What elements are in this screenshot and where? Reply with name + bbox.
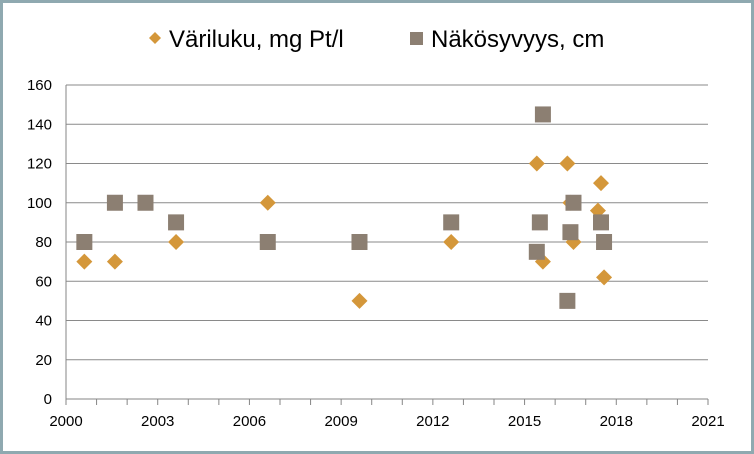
data-point-nakosyvyys [562, 224, 579, 241]
x-tick-label: 2018 [600, 413, 633, 430]
x-tick-label: 2021 [691, 413, 724, 430]
y-tick-label: 20 [35, 352, 52, 369]
data-point-nakosyvyys [534, 106, 551, 123]
y-tick-label: 80 [35, 234, 52, 251]
y-tick-label: 60 [35, 273, 52, 290]
y-tick-label: 100 [27, 195, 52, 212]
chart-area: 0 20 40 60 80 100 120 140 160 2000 2003 2006 2009 201… [3, 3, 751, 451]
data-point-nakosyvyys [168, 214, 185, 231]
legend-label-nakosyvyys: Näkösyvyys, cm [431, 26, 604, 53]
y-tick-label: 40 [35, 313, 52, 330]
data-point-nakosyvyys [443, 214, 460, 231]
x-tick-label: 2012 [416, 413, 449, 430]
data-point-variluku [593, 175, 609, 192]
data-point-nakosyvyys [531, 214, 548, 231]
legend-label-variluku: Väriluku, mg Pt/l [169, 26, 344, 53]
data-point-variluku [596, 269, 613, 286]
x-tick-label: 2003 [141, 413, 174, 430]
x-tick-label: 2009 [324, 413, 357, 430]
data-point-variluku [168, 234, 185, 250]
data-point-variluku [351, 292, 368, 309]
data-point-nakosyvyys [559, 292, 576, 309]
y-tick-label: 160 [27, 77, 52, 94]
x-tick-label: 2015 [508, 413, 541, 430]
data-point-variluku [76, 253, 93, 270]
data-point-nakosyvyys [593, 214, 609, 231]
data-point-nakosyvyys [565, 194, 582, 211]
x-tick-label: 2006 [233, 413, 266, 430]
data-point-nakosyvyys [106, 194, 123, 211]
data-point-nakosyvyys [596, 234, 613, 250]
data-point-nakosyvyys [137, 194, 154, 211]
y-tick-label: 140 [27, 116, 52, 133]
data-point-nakosyvyys [528, 243, 545, 260]
data-point-variluku [559, 155, 576, 172]
y-tick-label: 0 [44, 391, 52, 408]
data-point-variluku [106, 253, 123, 270]
data-point-variluku [528, 155, 545, 172]
data-point-nakosyvyys [76, 234, 93, 250]
data-point-nakosyvyys [259, 234, 276, 250]
data-point-variluku [443, 234, 460, 250]
data-point-nakosyvyys [351, 234, 368, 250]
y-tick-label: 120 [27, 156, 52, 173]
x-tick-label: 2000 [49, 413, 82, 430]
scatter-chart: 0 20 40 60 80 100 120 140 160 2000 2003 2006 2009 201… [27, 26, 725, 430]
legend-marker-nakosyvyys [410, 32, 423, 45]
legend-marker-variluku [149, 32, 161, 44]
data-point-variluku [259, 194, 276, 211]
